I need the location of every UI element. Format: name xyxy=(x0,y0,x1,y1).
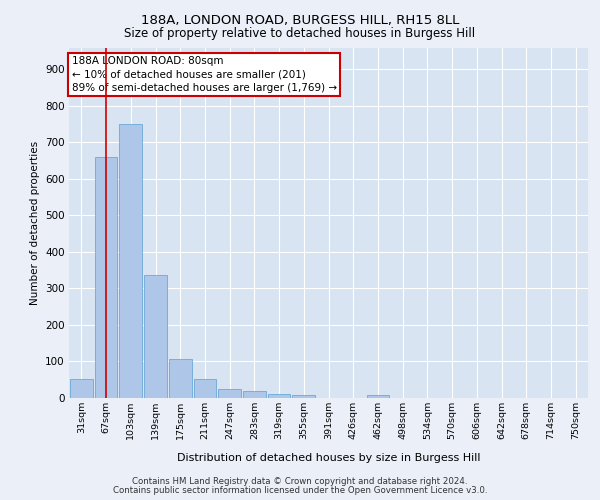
Bar xyxy=(243,391,266,398)
Bar xyxy=(144,276,167,398)
Bar xyxy=(169,359,191,398)
Bar xyxy=(292,394,315,398)
Text: Contains HM Land Registry data © Crown copyright and database right 2024.: Contains HM Land Registry data © Crown c… xyxy=(132,477,468,486)
Text: Contains public sector information licensed under the Open Government Licence v3: Contains public sector information licen… xyxy=(113,486,487,495)
Bar xyxy=(268,394,290,398)
Y-axis label: Number of detached properties: Number of detached properties xyxy=(29,140,40,304)
Bar xyxy=(194,380,216,398)
Bar xyxy=(95,157,118,398)
Text: 188A, LONDON ROAD, BURGESS HILL, RH15 8LL: 188A, LONDON ROAD, BURGESS HILL, RH15 8L… xyxy=(141,14,459,27)
Text: Size of property relative to detached houses in Burgess Hill: Size of property relative to detached ho… xyxy=(124,28,476,40)
Bar xyxy=(218,390,241,398)
Bar xyxy=(119,124,142,398)
Bar xyxy=(367,394,389,398)
X-axis label: Distribution of detached houses by size in Burgess Hill: Distribution of detached houses by size … xyxy=(177,452,480,462)
Text: 188A LONDON ROAD: 80sqm
← 10% of detached houses are smaller (201)
89% of semi-d: 188A LONDON ROAD: 80sqm ← 10% of detache… xyxy=(71,56,337,92)
Bar xyxy=(70,378,93,398)
